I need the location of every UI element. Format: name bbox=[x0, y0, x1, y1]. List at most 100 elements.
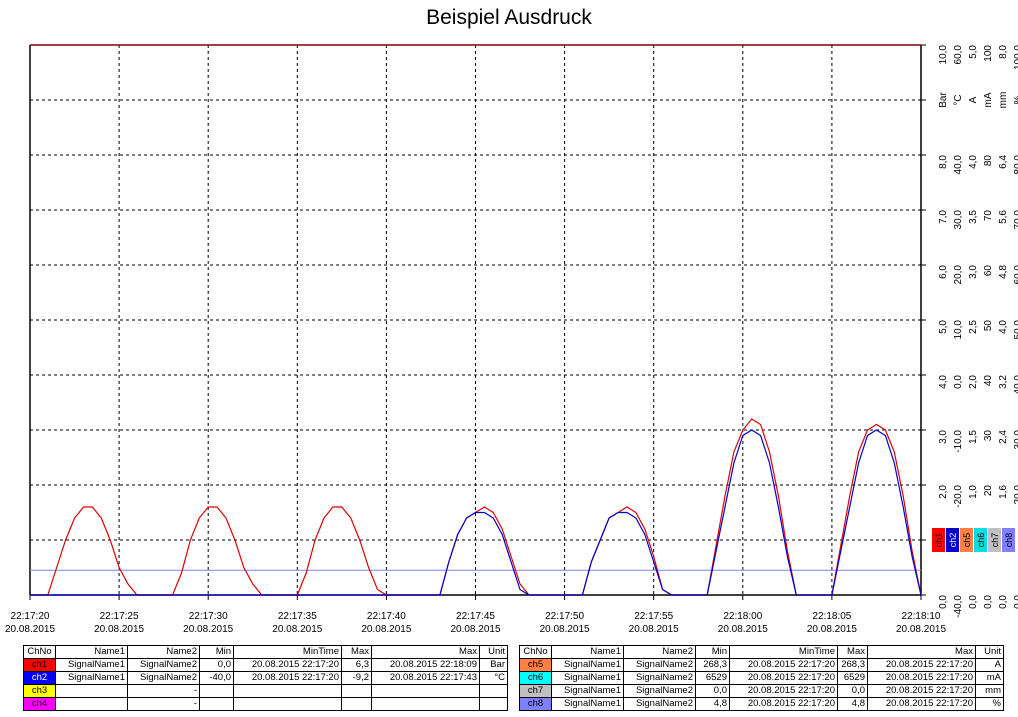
y-tick-label: -20,0 bbox=[953, 485, 964, 508]
y-tick-label: 30,0 bbox=[953, 210, 964, 230]
table-cell: 20.08.2015 22:17:20 bbox=[233, 658, 342, 672]
table-cell bbox=[233, 684, 342, 698]
x-tick-label-time: 22:17:30 bbox=[189, 611, 228, 622]
table-header-cell: Name2 bbox=[623, 645, 696, 659]
y-tick-label: 10,0 bbox=[938, 45, 949, 65]
table-header-cell: Max bbox=[867, 645, 976, 659]
x-tick-label-date: 20.08.2015 bbox=[361, 624, 411, 635]
legend-chip-ch1 bbox=[932, 528, 945, 552]
x-tick-label-date: 20.08.2015 bbox=[540, 624, 590, 635]
table-cell: 20.08.2015 22:18:09 bbox=[371, 658, 480, 672]
table-cell bbox=[199, 684, 234, 698]
y-tick-label: 0,0 bbox=[938, 595, 949, 609]
table-cell: °C bbox=[479, 671, 508, 685]
legend-chip-label: ch8 bbox=[1004, 533, 1014, 548]
table-cell: mm bbox=[975, 684, 1004, 698]
chart: 22:17:20 20.08.2015 22:17:25 20.08.2015 22:1… bbox=[5, 44, 1018, 635]
y-tick-label: -10,0 bbox=[953, 430, 964, 453]
y-tick-label: 1,6 bbox=[998, 485, 1009, 499]
table-cell: 20.08.2015 22:17:20 bbox=[729, 658, 838, 672]
table-cell: 4,8 bbox=[837, 697, 868, 711]
chart-title: Beispiel Ausdruck bbox=[426, 6, 592, 29]
table-cell: SignalName2 bbox=[623, 697, 696, 711]
x-tick-label-time: 22:18:00 bbox=[723, 611, 762, 622]
legend-chip-ch7 bbox=[988, 528, 1001, 552]
table-cell: % bbox=[975, 697, 1004, 711]
table-cell bbox=[233, 697, 342, 711]
table-cell: 0,0 bbox=[837, 684, 868, 698]
y-tick-label: 30 bbox=[983, 430, 994, 442]
table-cell bbox=[341, 697, 372, 711]
table-row: ch5 SignalName1 SignalName2 268,3 20.08.2015… bbox=[519, 658, 1004, 672]
table-header-cell: MinTime bbox=[729, 645, 838, 659]
table-cell bbox=[55, 697, 128, 711]
y-tick-label: 2,5 bbox=[968, 320, 979, 334]
x-tick-label-date: 20.08.2015 bbox=[896, 624, 946, 635]
y-tick-label: 5,6 bbox=[998, 210, 1009, 224]
x-tick-label-time: 22:18:10 bbox=[902, 611, 941, 622]
table-cell: -9,2 bbox=[341, 671, 372, 685]
y-tick-label: 3,5 bbox=[968, 210, 979, 224]
y-tick-label: 1,5 bbox=[968, 430, 979, 444]
table-cell: 20.08.2015 22:17:20 bbox=[867, 684, 976, 698]
y-axis-unit-label: °C bbox=[953, 94, 964, 105]
y-axis-unit-label: Bar bbox=[938, 92, 949, 108]
y-tick-label: 8,0 bbox=[938, 155, 949, 169]
table-header-row: ChNo Name1 Name2 Min MinTime Max Max Unit bbox=[519, 645, 1004, 659]
table-cell: SignalName2 bbox=[623, 684, 696, 698]
y-tick-label: 0,0 bbox=[953, 375, 964, 389]
y-tick-label: 2,0 bbox=[968, 375, 979, 389]
table-header-cell: Max bbox=[371, 645, 480, 659]
table-cell: SignalName1 bbox=[55, 658, 128, 672]
legend-chip-ch2 bbox=[946, 528, 959, 552]
table-cell bbox=[479, 697, 508, 711]
legend-chip-label: ch1 bbox=[934, 533, 944, 548]
table-header-cell: Min bbox=[695, 645, 730, 659]
table-header-cell: ChNo bbox=[23, 645, 56, 659]
x-tick-label-date: 20.08.2015 bbox=[183, 624, 233, 635]
y-tick-label: 4,0 bbox=[998, 320, 1009, 334]
y-tick-label: 20,0 bbox=[953, 265, 964, 285]
y-tick-label: 5,0 bbox=[968, 45, 979, 59]
legend-chip-ch5 bbox=[960, 528, 973, 552]
x-tick-label-time: 22:17:20 bbox=[11, 611, 50, 622]
y-tick-label: 20,0 bbox=[1013, 485, 1018, 505]
table-cell: 268,3 bbox=[695, 658, 730, 672]
channel-chip: ch2 bbox=[23, 671, 56, 685]
table-header-cell: MinTime bbox=[233, 645, 342, 659]
y-tick-label: 50 bbox=[983, 320, 994, 332]
table-header-cell: Name1 bbox=[55, 645, 128, 659]
table-header-cell: Min bbox=[199, 645, 234, 659]
table-cell: 0,0 bbox=[695, 684, 730, 698]
table-cell: SignalName1 bbox=[551, 671, 624, 685]
y-tick-label: 0,0 bbox=[1013, 595, 1018, 609]
table-cell: SignalName1 bbox=[551, 697, 624, 711]
table-cell: SignalName2 bbox=[127, 658, 200, 672]
y-tick-label: 80 bbox=[983, 155, 994, 167]
y-tick-label: 20 bbox=[983, 485, 994, 497]
y-tick-label: 6,0 bbox=[938, 265, 949, 279]
channel-chip: ch8 bbox=[519, 697, 552, 711]
y-tick-label: 30,0 bbox=[1013, 430, 1018, 450]
table-cell: 20.08.2015 22:17:20 bbox=[729, 697, 838, 711]
y-tick-label: 4,8 bbox=[998, 265, 1009, 279]
legend-chip-label: ch2 bbox=[948, 533, 958, 548]
y-tick-label: 4,0 bbox=[938, 375, 949, 389]
y-tick-label: 100 bbox=[983, 45, 994, 62]
y-tick-label: 50,0 bbox=[1013, 320, 1018, 340]
y-tick-label: 80,0 bbox=[1013, 155, 1018, 175]
table-cell: 20.08.2015 22:17:20 bbox=[729, 684, 838, 698]
y-tick-label: 40,0 bbox=[1013, 375, 1018, 395]
x-tick-label-date: 20.08.2015 bbox=[272, 624, 322, 635]
x-tick-label-time: 22:17:25 bbox=[100, 611, 139, 622]
channel-chip: ch4 bbox=[23, 697, 56, 711]
y-tick-label: -40,0 bbox=[953, 595, 964, 618]
channel-chip: ch6 bbox=[519, 671, 552, 685]
table-cell: 6529 bbox=[837, 671, 868, 685]
table-cell bbox=[55, 684, 128, 698]
table-header-cell: Name2 bbox=[127, 645, 200, 659]
y-tick-label: 0,0 bbox=[968, 595, 979, 609]
y-tick-label: 100,0 bbox=[1013, 45, 1018, 70]
x-tick-label-time: 22:17:45 bbox=[456, 611, 495, 622]
x-tick-label-date: 20.08.2015 bbox=[5, 624, 55, 635]
